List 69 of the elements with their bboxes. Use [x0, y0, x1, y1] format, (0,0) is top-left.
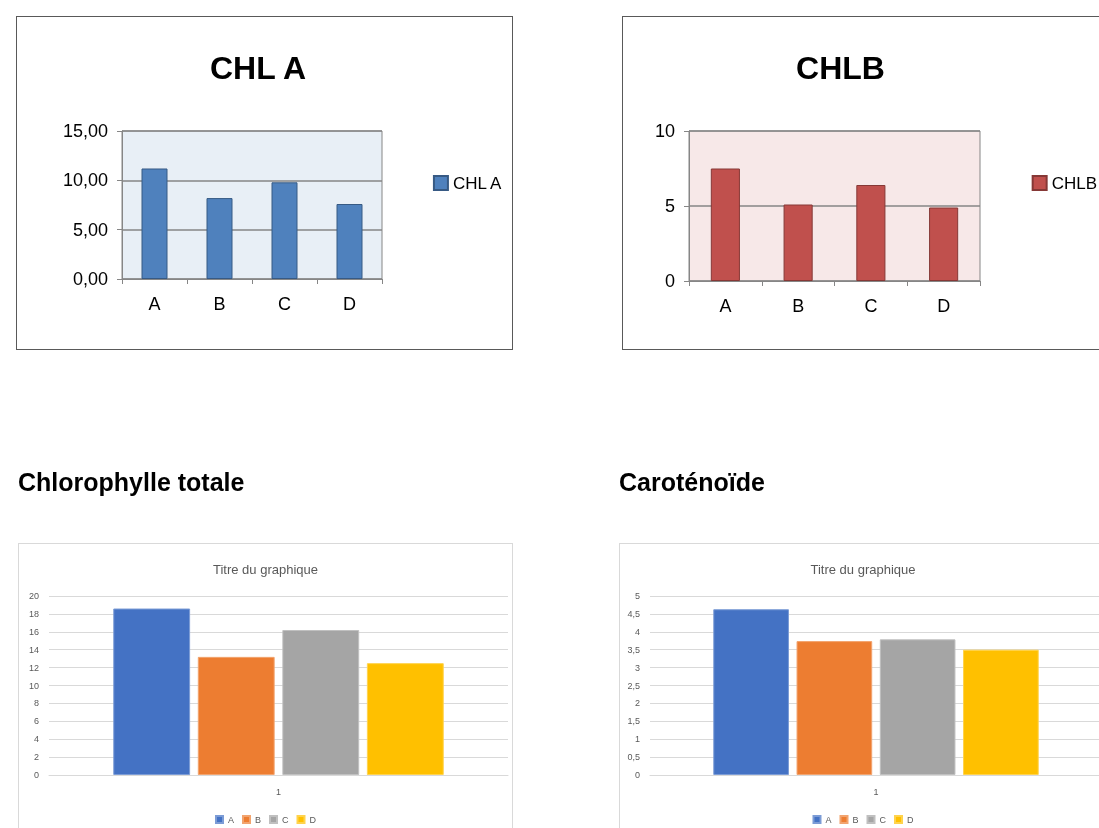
legend-label: CHLB [1051, 173, 1098, 193]
y-tick-label: 4 [634, 626, 640, 637]
x-tick-label: B [792, 296, 805, 316]
bar [963, 649, 1039, 775]
bar [796, 641, 873, 775]
bar [141, 168, 168, 279]
y-tick-label: 0 [664, 271, 675, 291]
y-tick-label: 16 [28, 626, 39, 637]
bar [271, 182, 298, 279]
y-tick-label: 3 [634, 662, 640, 673]
y-tick-label: 10 [28, 680, 39, 691]
bar [929, 207, 959, 281]
bar [206, 198, 233, 279]
bar [856, 185, 886, 281]
y-tick-label: 20 [28, 591, 39, 601]
y-tick-label: 15,00 [62, 121, 108, 141]
y-tick-label: 18 [28, 608, 39, 619]
x-tick-label: D [343, 294, 356, 314]
chart-subtitle: Titre du graphique [810, 562, 916, 577]
x-tick-label: D [937, 296, 951, 316]
legend-label: D [309, 814, 317, 825]
y-tick-label: 0,5 [627, 752, 640, 763]
legend-label: C [282, 814, 289, 825]
bar [710, 168, 740, 281]
chart-subtitle: Titre du graphique [212, 562, 319, 577]
y-tick-label: 2 [33, 752, 39, 763]
bar [713, 609, 789, 775]
y-tick-label: 1,5 [627, 716, 640, 727]
legend-label: D [907, 814, 914, 825]
chart-title: Chlorophylle totale [18, 468, 245, 497]
y-tick-label: 4,5 [627, 608, 640, 619]
bar [282, 630, 360, 775]
y-tick-label: 5 [634, 591, 640, 601]
legend-label: C [879, 814, 887, 825]
y-tick-label: 10 [654, 121, 675, 141]
y-tick-label: 2 [634, 698, 640, 709]
y-tick-label: 14 [28, 644, 39, 655]
x-tick-label: A [148, 294, 161, 314]
x-tick-label: C [864, 296, 878, 316]
y-tick-label: 5 [664, 196, 675, 216]
bar [197, 656, 275, 775]
legend-label: CHL A [452, 173, 503, 193]
legend-label: A [228, 814, 235, 825]
y-tick-label: 0 [634, 770, 640, 780]
bar [879, 639, 956, 775]
x-tick-label: C [278, 294, 291, 314]
y-tick-label: 0 [33, 770, 39, 780]
y-tick-label: 3,5 [627, 644, 640, 655]
y-tick-label: 1 [634, 734, 640, 745]
y-tick-label: 10,00 [62, 170, 108, 191]
bar [113, 608, 191, 775]
legend-label: B [852, 814, 859, 825]
bar [783, 204, 813, 281]
x-tick-label: A [719, 296, 732, 316]
y-tick-label: 6 [33, 716, 39, 727]
legend-label: A [825, 814, 832, 825]
y-tick-label: 4 [33, 734, 39, 745]
y-tick-label: 5,00 [72, 219, 108, 240]
y-tick-label: 2,5 [627, 680, 640, 691]
chart-title: Caroténoïde [619, 468, 765, 497]
bar [336, 204, 363, 279]
chart-title: CHL A [210, 50, 306, 86]
y-tick-label: 12 [28, 662, 39, 673]
bar [366, 663, 444, 775]
chart-title: CHLB [796, 50, 885, 86]
legend-label: B [255, 814, 262, 825]
y-tick-label: 8 [33, 698, 39, 709]
x-tick-label: B [213, 294, 226, 314]
y-tick-label: 0,00 [72, 269, 108, 289]
